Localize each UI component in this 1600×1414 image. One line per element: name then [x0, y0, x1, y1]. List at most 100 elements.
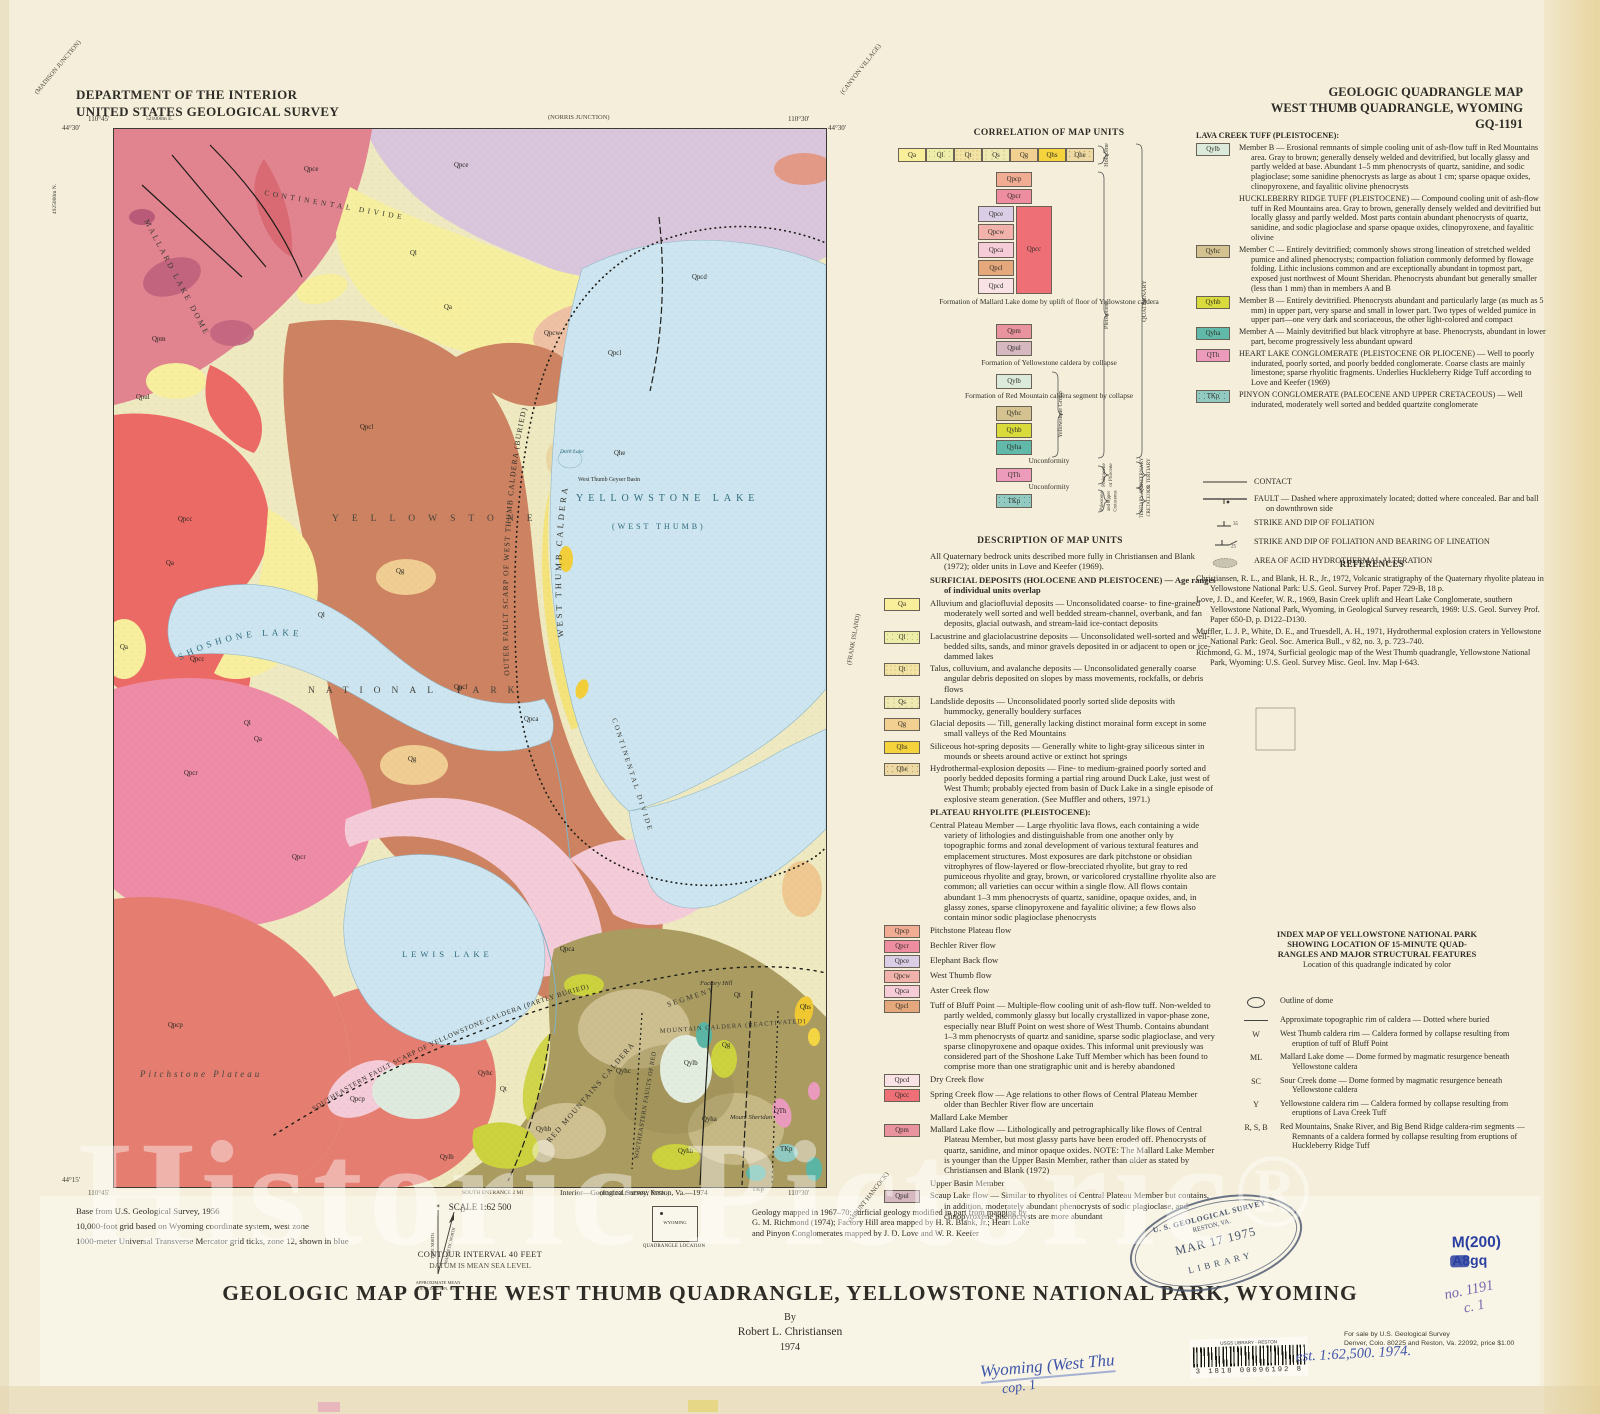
swatch-qpcp: Qpcp [884, 925, 920, 939]
series-header: GEOLOGIC QUADRANGLE MAP WEST THUMB QUADR… [1180, 84, 1523, 132]
alteration-area-icon [1196, 556, 1254, 572]
strike-dip-icon: 35 [1196, 518, 1254, 532]
legend-row-qyha: Qyha Member A — Mainly devitrified but bl… [1196, 327, 1548, 347]
swatch-qth: QTh [1196, 348, 1230, 362]
series-line-1: GEOLOGIC QUADRANGLE MAP [1328, 85, 1523, 99]
swatch-qyhb: Qyhb [1196, 295, 1230, 309]
unit-text-qpm: Mallard Lake flow — Lithologically and p… [930, 1124, 1215, 1175]
era-label: Paleocene [1100, 491, 1105, 510]
corr-box-qt: Qt [954, 148, 982, 162]
legend-row-qpcw: Qpcw West Thumb flow [884, 970, 1216, 984]
map-unit-label: Qg [408, 756, 417, 763]
legend-row-qpcr: Qpcr Bechler River flow [884, 940, 1216, 954]
library-barcode: USGS LIBRARY - RESTON 3 1818 00096192 8 [1189, 1336, 1309, 1379]
era-label: and Upper [1107, 491, 1112, 512]
lava-creek-heading: LAVA CREEK TUFF (PLEISTOCENE): [1196, 131, 1340, 140]
symbol-strike-dip: 35 STRIKE AND DIP OF FOLIATION [1196, 518, 1548, 532]
corr-caption-redmtn: Formation of Red Mountain caldera segmen… [964, 391, 1134, 400]
symbol-alteration-label: AREA OF ACID HYDROTHERMAL ALTERATION [1254, 555, 1433, 565]
edge-note-canyon: (CANYON VILLAGE) [839, 42, 883, 97]
declination-diagram: ✶ 12° TRUE NORTH MAGNETIC NORTH APPROXIM… [416, 1203, 468, 1292]
legend-row-qa: Qa Alluvium and glaciofluvial deposits — … [884, 598, 1216, 629]
symbol-fault: FAULT — Dashed where approximately locat… [1196, 494, 1548, 514]
map-place-label: YELLOWSTONE LAKE [576, 493, 759, 504]
index-key-ml: ML [1250, 1053, 1262, 1063]
legend-row-qpm: Qpm Mallard Lake flow — Lithologically an… [884, 1124, 1216, 1175]
map-place-label: (WEST THUMB) [612, 522, 706, 531]
map-unit-label: Qylb [684, 1060, 698, 1067]
legend-row-qg: Qg Glacial deposits — Till, generally lac… [884, 718, 1216, 738]
caldera-rim-line-icon [1232, 1015, 1280, 1026]
grid-label-easting: 521000m E. [146, 116, 173, 122]
ink-blot [1450, 1255, 1470, 1268]
legend-row-ql: Ql Lacustrine and glaciolacustrine deposi… [884, 630, 1216, 662]
index-legend-sc: SC Sour Creek dome — Dome formed by magma… [1232, 1076, 1532, 1095]
huckleberry-paragraph: HUCKLEBERRY RIDGE TUFF (PLEISTOCENE) — C… [1239, 193, 1541, 242]
quadrangle-location-label: QUADRANGLE LOCATION [642, 1244, 706, 1249]
map-place-label: NATIONAL PARK [308, 686, 526, 696]
scale-label: SCALE 1:62 500 [448, 1202, 512, 1212]
fault-line-icon [1196, 494, 1254, 508]
map-unit-label: QTh [774, 1108, 787, 1115]
publication-year: 1974 [780, 1342, 800, 1353]
map-unit-label: Qa [120, 644, 128, 651]
true-north-label: TRUE NORTH [430, 1233, 435, 1259]
unit-text-qt: Talus, colluvium, and avalanche deposits… [930, 663, 1204, 694]
reference-item: Richmond, G. M., 1974, Surficial geologi… [1196, 648, 1531, 668]
map-unit-label: Ql [410, 250, 417, 257]
era-label: Holocene [1103, 143, 1110, 167]
reference-item: Christiansen, R. L., and Blank, H. R., J… [1196, 573, 1544, 593]
series-line-3: GQ-1191 [1475, 117, 1523, 131]
legend-row-qhs: Qhs Siliceous hot-spring deposits — Gener… [884, 740, 1216, 761]
base-credit-2: 10,000-foot grid based on Wyoming coordi… [76, 1221, 309, 1231]
corr-box-qpcr: Qpcr [996, 189, 1032, 204]
contour-interval: CONTOUR INTERVAL 40 FEET [417, 1250, 543, 1259]
index-map [1255, 707, 1296, 751]
swatch-qyhc: Qyhc [1196, 244, 1230, 258]
symbol-strike-dip-label: STRIKE AND DIP OF FOLIATION [1254, 518, 1375, 528]
corr-box-qpcp: Qpcp [996, 172, 1032, 187]
index-legend-dome-label: Outline of dome [1280, 996, 1334, 1005]
symbol-strike-dip-lineation: 25 STRIKE AND DIP OF FOLIATION AND BEARI… [1196, 537, 1548, 551]
edge-note-frank-island: (FRANK ISLAND) [845, 613, 862, 666]
map-unit-label: Qpcr [292, 854, 306, 861]
map-place-label: Mount Sheridan [729, 1114, 772, 1121]
corr-box-qpcl: Qpcl [978, 260, 1014, 276]
map-unit-label: Qylb [440, 1154, 454, 1161]
index-legend-rsb-label: Red Mountains, Snake River, and Big Bend… [1280, 1121, 1525, 1151]
unit-text-qs: Landslide deposits — Unconsolidated poor… [930, 695, 1175, 717]
state-name: WYOMING [663, 1220, 687, 1225]
series-line-2: WEST THUMB QUADRANGLE, WYOMING [1270, 101, 1523, 115]
era-label: Pleistocene [1103, 301, 1110, 329]
map-place-label: West Thumb Geyser Basin [578, 477, 640, 483]
map-unit-label: Qt [500, 1086, 507, 1093]
legend-row-tkp: TKp PINYON CONGLOMERATE (PALEOCENE AND UP… [1196, 389, 1548, 410]
svg-text:35: 35 [1233, 522, 1239, 527]
map-unit-label: Qyhb [678, 1148, 694, 1155]
swatch-qpcw: Qpcw [884, 970, 920, 984]
legend-row-qpca: Qpca Aster Creek flow [884, 985, 1216, 999]
swatch-qpcl: Qpcl [884, 1000, 920, 1014]
map-unit-label: Qpm [152, 336, 166, 343]
corner-tl-lat: 44°30' [62, 124, 81, 132]
unit-text-qyhb: Member B — Entirely devitrified. Phenocr… [1239, 295, 1544, 325]
era-label: Pleistocene [1101, 462, 1107, 486]
swatch-qylb: Qylb [1196, 142, 1230, 156]
corr-box-qyhc: Qyhc [996, 406, 1032, 421]
index-legend-rim-label: Approximate topographic rim of caldera —… [1280, 1014, 1490, 1024]
central-plateau-paragraph: Central Plateau Member — Large rhyolitic… [930, 820, 1216, 922]
swatch-qpcr: Qpcr [884, 940, 920, 954]
corner-br-lon: 110°30' [788, 1189, 810, 1197]
map-unit-label: Qg [396, 568, 405, 575]
paper-edge-right [1544, 0, 1600, 1414]
map-unit-label: Qpca [524, 716, 538, 723]
map-unit-label: Qhs [800, 1004, 811, 1011]
index-legend-rsb: R, S, B Red Mountains, Snake River, and B… [1232, 1122, 1532, 1151]
unit-text-qpcd: Dry Creek flow [930, 1073, 984, 1084]
geologic-map: MALLARD LAKE DOME CONTINENTAL DIVIDE YELLO… [102, 128, 834, 1188]
map-unit-label: Qpcc [178, 516, 192, 523]
barcode-bars [1192, 1344, 1306, 1368]
reference-item: Love, J. D., and Keefer, W. R., 1969, Ba… [1196, 595, 1540, 624]
unit-text-qpce: Elephant Back flow [930, 955, 999, 966]
map-unit-label: Qa [166, 560, 174, 567]
